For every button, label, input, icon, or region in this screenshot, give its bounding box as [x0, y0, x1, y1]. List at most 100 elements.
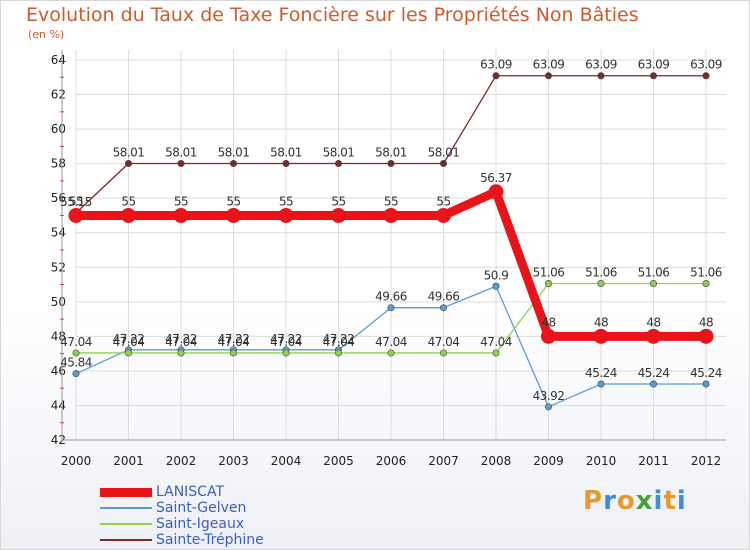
legend-swatch: [100, 487, 152, 497]
data-point-sainte-tr-phine: [702, 72, 710, 80]
data-label-saint-gelven: 47.22: [218, 332, 250, 346]
legend-swatch: [100, 507, 152, 509]
series-lines: [68, 72, 714, 411]
legend-swatch: [100, 539, 152, 541]
data-label-laniscat: 55: [279, 194, 293, 208]
data-label-sainte-tr-phine: 63.09: [480, 58, 512, 72]
data-point-sainte-tr-phine: [177, 159, 185, 167]
data-point-saint-gelven: [544, 403, 552, 411]
logo-letter: r: [603, 486, 617, 516]
data-label-laniscat: 55: [226, 194, 240, 208]
data-point-sainte-tr-phine: [544, 72, 552, 80]
x-tick-label: 2010: [586, 454, 617, 468]
data-point-saint-igeaux: [334, 349, 342, 357]
data-point-sainte-tr-phine: [597, 72, 605, 80]
x-tick-label: 2006: [376, 454, 407, 468]
data-label-sainte-tr-phine: 58.01: [113, 145, 145, 159]
y-tick-label: 62: [51, 88, 66, 102]
data-point-laniscat: [646, 328, 661, 344]
data-label-sainte-tr-phine: 58.01: [270, 145, 302, 159]
data-point-sainte-tr-phine: [125, 159, 133, 167]
logo-letter: x: [635, 486, 654, 516]
y-tick-label: 50: [51, 295, 66, 309]
data-point-saint-gelven: [702, 380, 710, 388]
legend-label: Sainte-Tréphine: [156, 532, 264, 548]
proxiti-logo: Proxiti: [583, 486, 687, 516]
data-label-sainte-tr-phine: 58.01: [218, 145, 250, 159]
data-label-laniscat: 48: [541, 315, 555, 329]
data-point-saint-igeaux: [544, 280, 552, 288]
data-point-saint-igeaux: [282, 349, 290, 357]
data-label-saint-igeaux: 47.04: [60, 335, 92, 349]
data-point-saint-igeaux: [72, 349, 80, 357]
x-tick-label: 2007: [428, 454, 459, 468]
data-label-saint-gelven: 45.24: [690, 366, 722, 380]
data-point-laniscat: [226, 207, 241, 223]
x-tick-label: 2004: [271, 454, 302, 468]
data-label-saint-igeaux: 47.04: [218, 335, 250, 349]
data-point-saint-igeaux: [125, 349, 133, 357]
legend-swatch: [100, 523, 152, 525]
data-label-laniscat: 55: [331, 194, 345, 208]
data-point-saint-gelven: [492, 282, 500, 290]
data-point-saint-igeaux: [492, 349, 500, 357]
data-label-saint-gelven: 47.22: [165, 332, 197, 346]
data-label-sainte-tr-phine: 58.01: [428, 145, 460, 159]
x-tick-label: 2002: [166, 454, 197, 468]
data-label-laniscat: 48: [699, 315, 713, 329]
x-tick-label: 2009: [533, 454, 564, 468]
data-label-saint-igeaux: 51.06: [690, 266, 722, 280]
data-label-saint-igeaux: 47.04: [270, 335, 302, 349]
data-point-saint-igeaux: [649, 280, 657, 288]
data-label-saint-gelven: 45.84: [60, 356, 92, 370]
data-label-laniscat: 55: [384, 194, 398, 208]
data-label-sainte-tr-phine: 58.01: [375, 145, 407, 159]
data-label-saint-gelven: 47.22: [113, 332, 145, 346]
x-tick-label: 2008: [481, 454, 512, 468]
data-point-sainte-tr-phine: [387, 159, 395, 167]
data-point-sainte-tr-phine: [334, 159, 342, 167]
logo-letter: t: [663, 486, 677, 516]
x-tick-label: 2001: [113, 454, 144, 468]
data-point-sainte-tr-phine: [282, 159, 290, 167]
data-point-saint-igeaux: [177, 349, 185, 357]
x-tick-label: 2011: [638, 454, 669, 468]
data-point-sainte-tr-phine: [492, 72, 500, 80]
data-label-saint-igeaux: 47.04: [375, 335, 407, 349]
data-point-laniscat: [68, 207, 84, 223]
data-label-laniscat: 55: [121, 194, 135, 208]
data-point-saint-gelven: [72, 370, 80, 378]
data-label-laniscat: 48: [594, 315, 608, 329]
data-point-sainte-tr-phine: [439, 159, 447, 167]
y-tick-label: 54: [51, 226, 66, 240]
data-point-saint-gelven: [597, 380, 605, 388]
data-label-laniscat: 55: [436, 194, 450, 208]
x-tick-label: 2005: [323, 454, 354, 468]
data-label-saint-gelven: 47.22: [270, 332, 302, 346]
data-point-laniscat: [121, 207, 136, 223]
data-point-laniscat: [488, 184, 504, 200]
data-label-saint-gelven: 45.24: [638, 366, 670, 380]
data-label-sainte-tr-phine: 63.09: [585, 58, 617, 72]
data-label-sainte-tr-phine: 58.01: [165, 145, 197, 159]
data-label-sainte-tr-phine: 55.15: [60, 195, 92, 209]
data-label-saint-igeaux: 47.04: [165, 335, 197, 349]
y-tick-label: 44: [51, 398, 66, 412]
data-point-laniscat: [541, 328, 556, 344]
chart-unit-label: (en %): [28, 28, 65, 41]
legend-label: Saint-Igeaux: [156, 516, 245, 532]
data-label-saint-igeaux: 51.06: [638, 266, 670, 280]
data-point-laniscat: [278, 207, 294, 223]
data-point-laniscat: [331, 207, 346, 223]
legend-item: LANISCAT: [100, 484, 224, 500]
data-labels: 55.15 58.01 58.01 58.01 58.01 58.01 58.01 58.01…: [60, 58, 722, 403]
logo-letter: o: [616, 486, 636, 516]
y-tick-label: 60: [51, 122, 66, 136]
data-label-saint-igeaux: 51.06: [585, 266, 617, 280]
data-point-saint-igeaux: [387, 349, 395, 357]
data-label-saint-gelven: 43.92: [533, 389, 565, 403]
data-label-saint-gelven: 45.24: [585, 366, 617, 380]
data-point-laniscat: [436, 207, 451, 223]
grid-lines: [75, 50, 726, 441]
